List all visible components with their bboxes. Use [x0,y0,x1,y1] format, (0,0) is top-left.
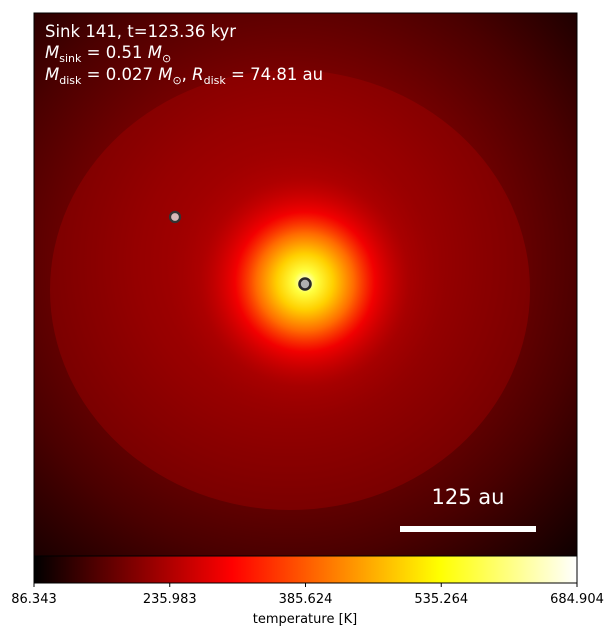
sink-mass-annotation: Msink = 0.51 M⊙ [45,43,171,65]
colorbar-tick-label-0: 86.343 [11,592,57,607]
title-annotation: Sink 141, t=123.36 kyr [45,22,236,41]
colorbar-tick-label-1: 235.983 [143,592,197,607]
colorbar-tick-label-2: 385.624 [279,592,333,607]
colorbar-label: temperature [K] [253,612,358,627]
temperature-map [34,13,577,556]
colorbar-tick-label-3: 535.264 [414,592,468,607]
colorbar-tick-label-4: 684.904 [550,592,604,607]
colorbar [33,555,578,584]
scale-bar-label: 125 au [432,485,505,509]
scale-bar [400,526,536,532]
disk-annotation: Mdisk = 0.027 M⊙, Rdisk = 74.81 au [45,65,323,87]
colorbar-ticks: 86.343 235.983 385.624 535.264 684.904 [11,583,604,607]
sink-marker-primary [298,277,312,291]
sink-marker-secondary [168,210,182,224]
